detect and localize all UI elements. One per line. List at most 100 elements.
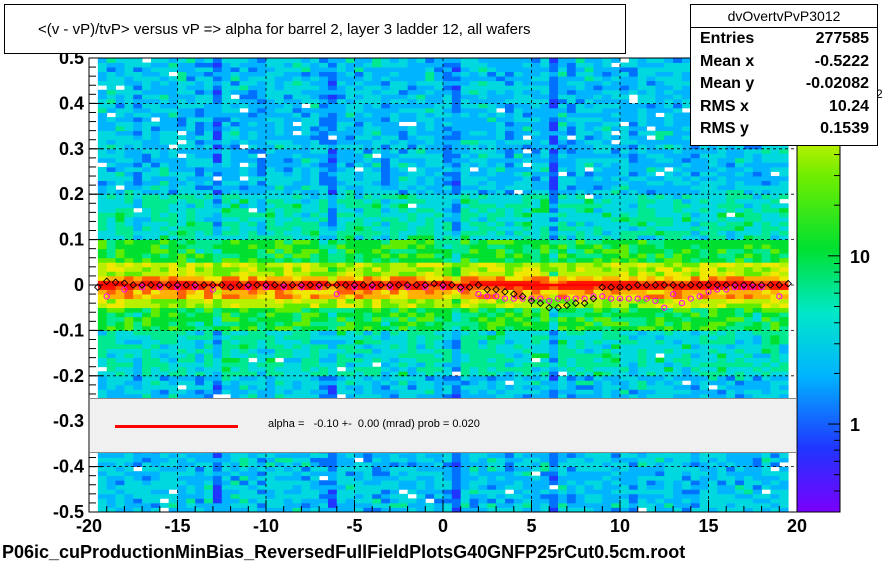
heatmap-cell (106, 221, 116, 227)
heatmap-cell (504, 507, 515, 513)
heatmap-cell (204, 194, 214, 200)
heatmap-cell (239, 94, 249, 100)
heatmap-cell (97, 321, 108, 327)
heatmap-cell (257, 157, 267, 163)
heatmap-cell (319, 144, 329, 150)
heatmap-cell (504, 371, 515, 377)
heatmap-cell (124, 171, 134, 177)
heatmap-cell (327, 144, 338, 150)
heatmap-cell (97, 452, 108, 458)
heatmap-cell (327, 375, 338, 381)
heatmap-cell (239, 462, 249, 467)
heatmap-cell (248, 76, 258, 82)
heatmap-cell (301, 285, 311, 290)
heatmap-cell (195, 262, 205, 268)
heatmap-cell (425, 117, 435, 122)
heatmap-cell (230, 298, 240, 304)
heatmap-cell (266, 393, 276, 399)
heatmap-cell (451, 507, 462, 513)
heatmap-cell (283, 312, 293, 318)
heatmap-cell (345, 384, 355, 390)
heatmap-cell (212, 307, 223, 313)
heatmap-cell (195, 344, 205, 349)
heatmap-cell (504, 484, 515, 490)
heatmap-cell (434, 480, 444, 486)
heatmap-cell (425, 294, 435, 300)
heatmap-cell (425, 216, 435, 222)
heatmap-cell (248, 325, 258, 331)
heatmap-cell (354, 162, 364, 168)
heatmap-cell (398, 471, 408, 477)
heatmap-cell (398, 321, 408, 327)
heatmap-cell (416, 139, 426, 145)
heatmap-cell (487, 112, 497, 118)
heatmap-cell (150, 303, 161, 309)
heatmap-cell (327, 471, 338, 477)
heatmap-cell (257, 371, 267, 377)
heatmap-cell (398, 466, 408, 472)
heatmap-cell (257, 171, 267, 177)
heatmap-cell (434, 176, 444, 181)
heatmap-cell (540, 221, 550, 227)
heatmap-cell (168, 80, 178, 86)
heatmap-cell (186, 375, 196, 381)
heatmap-cell (434, 475, 444, 481)
heatmap-cell (372, 393, 382, 399)
heatmap-cell (221, 225, 231, 231)
heatmap-cell (531, 457, 541, 463)
heatmap-cell (354, 266, 364, 272)
heatmap-cell (504, 153, 515, 159)
heatmap-cell (310, 452, 320, 458)
heatmap-cell (124, 225, 134, 231)
heatmap-cell (266, 484, 276, 490)
heatmap-cell (177, 203, 187, 209)
heatmap-cell (274, 366, 285, 372)
heatmap-cell (186, 62, 196, 68)
heatmap-cell (106, 107, 116, 113)
heatmap-cell (195, 507, 205, 513)
heatmap-cell (354, 330, 364, 336)
heatmap-cell (133, 493, 143, 499)
heatmap-cell (389, 362, 400, 368)
heatmap-cell (540, 334, 550, 340)
heatmap-cell (504, 498, 515, 504)
heatmap-cell (513, 194, 524, 200)
heatmap-cell (142, 198, 152, 204)
heatmap-cell (336, 507, 347, 513)
heatmap-cell (301, 353, 311, 359)
heatmap-cell (398, 117, 408, 122)
heatmap-cell (248, 67, 258, 73)
heatmap-cell (168, 362, 178, 368)
heatmap-cell (186, 480, 196, 486)
heatmap-cell (522, 480, 532, 486)
heatmap-cell (257, 230, 267, 236)
heatmap-cell (292, 253, 302, 259)
heatmap-cell (513, 271, 524, 277)
heatmap-cell (283, 507, 293, 513)
heatmap-cell (469, 112, 479, 118)
heatmap-cell (168, 239, 178, 245)
heatmap-cell (522, 393, 532, 399)
heatmap-cell (195, 212, 205, 218)
heatmap-cell (97, 89, 108, 95)
heatmap-cell (487, 89, 497, 95)
heatmap-cell (513, 325, 524, 331)
heatmap-cell (354, 94, 364, 100)
heatmap-cell (451, 126, 462, 132)
heatmap-cell (115, 198, 125, 204)
heatmap-cell (168, 393, 178, 399)
heatmap-cell (319, 303, 329, 309)
heatmap-cell (451, 107, 462, 113)
heatmap-cell (522, 507, 532, 513)
heatmap-cell (381, 112, 391, 118)
heatmap-cell (177, 339, 187, 345)
heatmap-cell (443, 507, 453, 513)
heatmap-cell (283, 98, 293, 104)
heatmap-cell (513, 348, 524, 354)
heatmap-cell (487, 312, 497, 318)
heatmap-cell (504, 384, 515, 390)
heatmap-cell (239, 507, 249, 513)
heatmap-cell (336, 285, 347, 290)
heatmap-cell (283, 384, 293, 390)
heatmap-cell (212, 171, 223, 177)
